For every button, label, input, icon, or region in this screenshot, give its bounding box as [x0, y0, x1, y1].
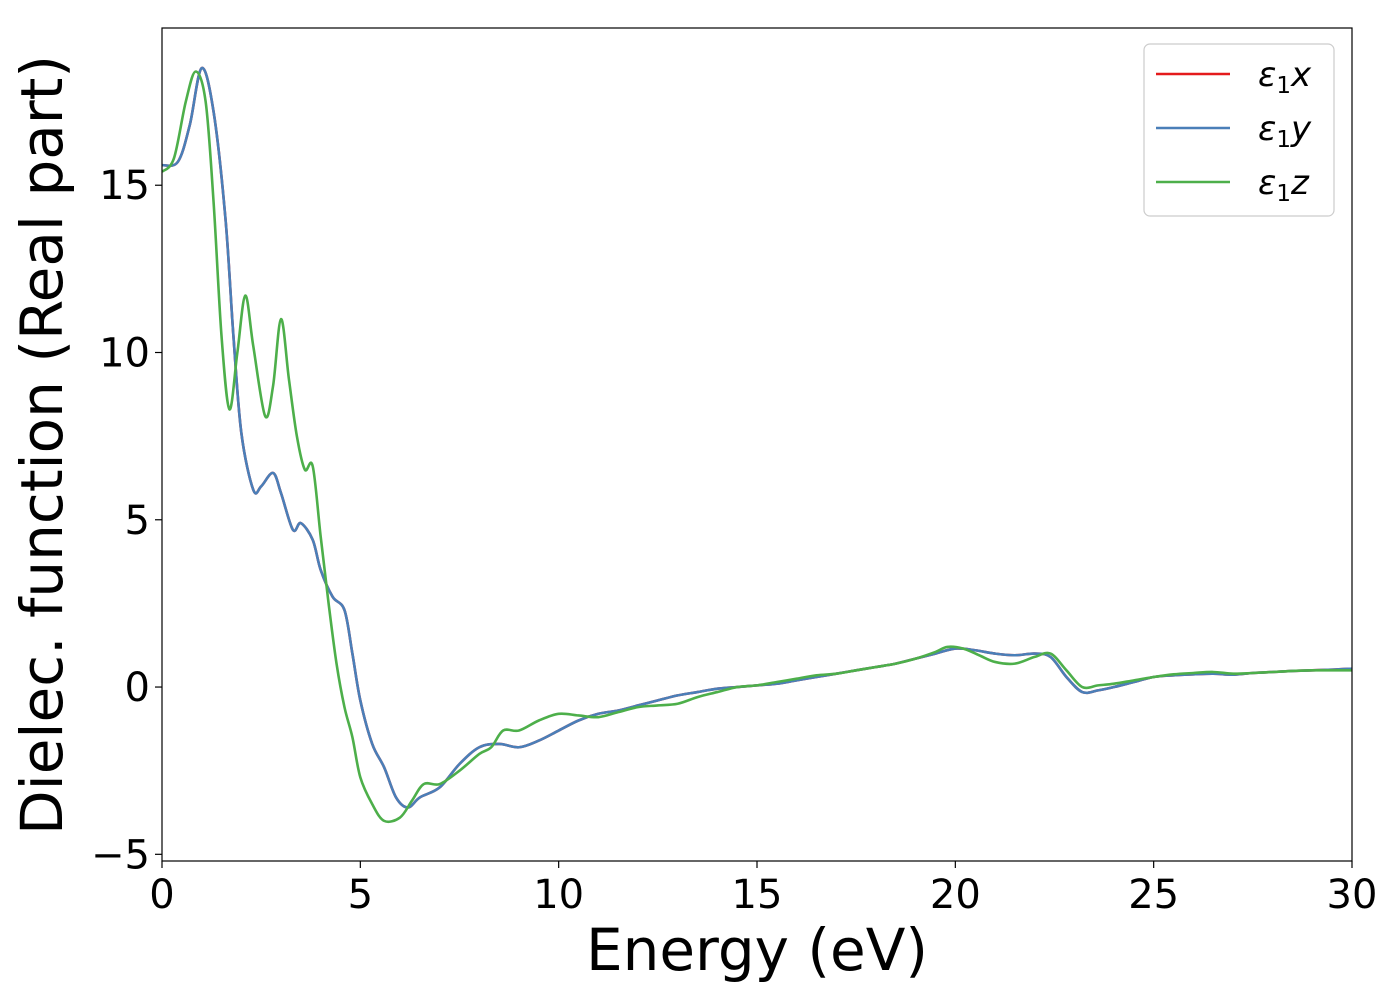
x-tick-label: 5	[348, 872, 373, 918]
x-tick-label: 30	[1327, 872, 1378, 918]
y-tick-label: −5	[91, 832, 150, 878]
y-axis-ticks: −5 0 5 10 15	[91, 163, 162, 878]
legend-label-y: ε1y	[1258, 109, 1312, 153]
x-axis-ticks: 0 5 10 15 20 25 30	[149, 861, 1377, 918]
legend: ε1x ε1y ε1z	[1143, 43, 1335, 217]
x-tick-label: 20	[930, 872, 981, 918]
y-tick-label: 5	[125, 498, 150, 544]
x-tick-label: 15	[732, 872, 783, 918]
x-tick-label: 25	[1128, 872, 1179, 918]
legend-label-x: ε1x	[1258, 55, 1312, 99]
y-tick-label: 0	[125, 665, 150, 711]
y-tick-label: 10	[99, 331, 150, 377]
y-axis-label: Dielec. function (Real part)	[8, 55, 76, 835]
series-line-y	[162, 66, 1352, 809]
legend-label-z: ε1z	[1258, 163, 1310, 207]
series-layer	[162, 66, 1352, 824]
y-tick-label: 15	[99, 163, 150, 209]
legend-box	[1143, 43, 1335, 217]
x-tick-label: 0	[149, 872, 174, 918]
series-line-z	[162, 70, 1352, 824]
x-tick-label: 10	[533, 872, 584, 918]
x-axis-label: Energy (eV)	[586, 916, 928, 984]
